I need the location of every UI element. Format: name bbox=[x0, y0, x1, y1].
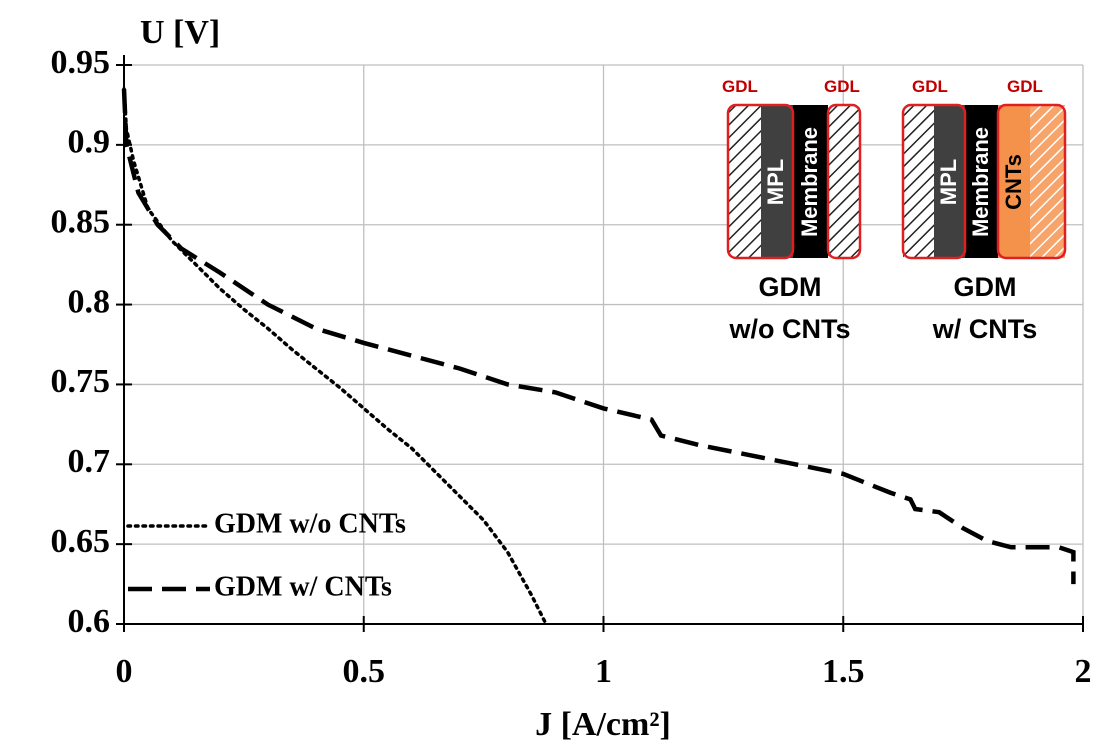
cnt-layer bbox=[998, 105, 1030, 258]
x-tick-label: 0.5 bbox=[343, 653, 386, 690]
y-tick-label: 0.9 bbox=[68, 124, 111, 161]
x-tick-label: 1 bbox=[595, 653, 612, 690]
inset-diagram: GDL GDL MPL Membrane GDM w/o CNTs GDL GD… bbox=[722, 77, 1067, 344]
inset-label: GDL bbox=[912, 77, 948, 96]
legend-label: GDM w/o CNTs bbox=[214, 508, 406, 539]
inset-caption: w/o CNTs bbox=[729, 314, 851, 344]
inset-label: GDL bbox=[824, 77, 860, 96]
plot bbox=[121, 87, 1076, 626]
y-tick-label: 0.75 bbox=[51, 363, 111, 400]
membrane-layer bbox=[965, 105, 998, 258]
inset-label: Membrane bbox=[797, 127, 822, 237]
mpl-layer bbox=[761, 105, 793, 258]
gdm-outline bbox=[726, 103, 795, 260]
inset-label: GDL bbox=[1007, 77, 1043, 96]
x-tick-label: 0 bbox=[116, 653, 133, 690]
x-axis-label: J [A/cm²] bbox=[535, 706, 671, 743]
inset-label: GDL bbox=[722, 77, 758, 96]
y-tick-label: 0.85 bbox=[51, 204, 111, 241]
y-axis-label: U [V] bbox=[140, 14, 220, 51]
inset-label: MPL bbox=[763, 159, 788, 205]
gdm-outline bbox=[901, 103, 967, 260]
gdl-layer bbox=[828, 105, 860, 258]
inset-label: Membrane bbox=[968, 127, 993, 237]
inset-caption: GDM bbox=[954, 272, 1017, 302]
y-tick-label: 0.95 bbox=[51, 44, 111, 81]
y-tick-label: 0.6 bbox=[68, 603, 111, 640]
inset-caption: GDM bbox=[759, 272, 822, 302]
inset-caption: w/ CNTs bbox=[932, 314, 1038, 344]
series-line bbox=[121, 88, 1076, 585]
inset-label: CNTs bbox=[1001, 154, 1026, 210]
gdm-outline bbox=[996, 103, 1067, 260]
legend-label: GDM w/ CNTs bbox=[214, 571, 392, 602]
y-tick-label: 0.65 bbox=[51, 523, 111, 560]
gdl-layer bbox=[728, 105, 761, 258]
membrane-layer bbox=[793, 105, 828, 258]
x-tick-label: 2 bbox=[1075, 653, 1092, 690]
inset-label: MPL bbox=[936, 159, 961, 205]
legend: GDM w/o CNTs GDM w/ CNTs bbox=[126, 508, 406, 602]
gdl-layer bbox=[903, 105, 934, 258]
gdl-layer bbox=[1030, 105, 1065, 258]
gdm-outline bbox=[826, 103, 862, 260]
mpl-layer bbox=[934, 105, 965, 258]
y-tick-label: 0.7 bbox=[68, 443, 111, 480]
x-tick-label: 1.5 bbox=[822, 653, 865, 690]
y-tick-label: 0.8 bbox=[68, 283, 111, 320]
grid: 0.6 0.65 0.7 0.75 0.8 0.85 0.9 0.95 0 0.5 1 1.5 2 bbox=[51, 44, 1092, 690]
